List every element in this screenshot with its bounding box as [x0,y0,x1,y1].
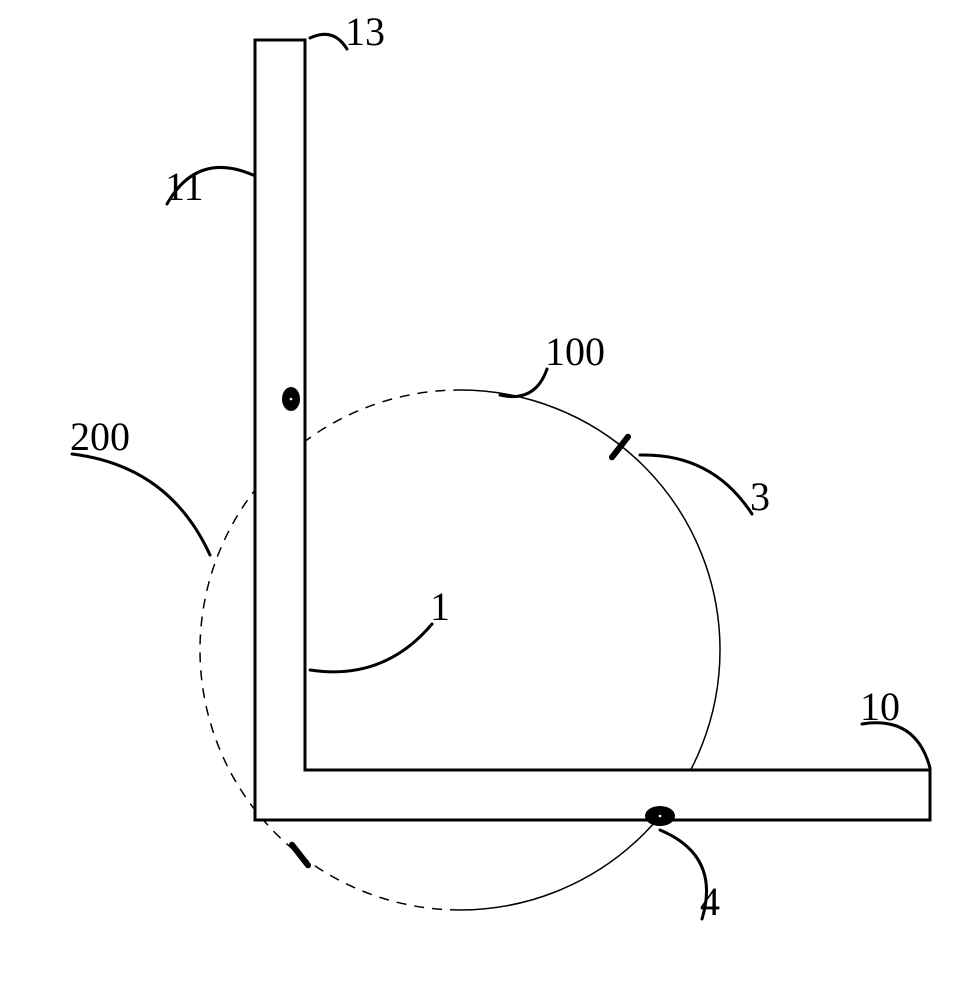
leader-10 [862,723,930,768]
leader-200 [72,454,210,555]
ref-label-11: 11 [165,164,204,209]
ref-label-200: 200 [70,414,130,459]
figure-canvas: 131110020031104 [0,0,977,1000]
leader-100 [500,369,547,397]
leader-13 [310,34,347,49]
leader-1 [310,624,432,672]
marker-tick-dashed [292,845,308,865]
marker-bottom-ellipse [645,806,675,826]
marker-top-ellipse [282,387,300,411]
ref-label-3: 3 [750,474,770,519]
ref-label-13: 13 [345,9,385,54]
l-bracket-outline [255,40,930,820]
ref-label-100: 100 [545,329,605,374]
circle-solid-arc [460,390,720,910]
circle-dashed-arc [200,390,460,910]
ref-label-1: 1 [430,584,450,629]
leader-3 [640,455,752,514]
